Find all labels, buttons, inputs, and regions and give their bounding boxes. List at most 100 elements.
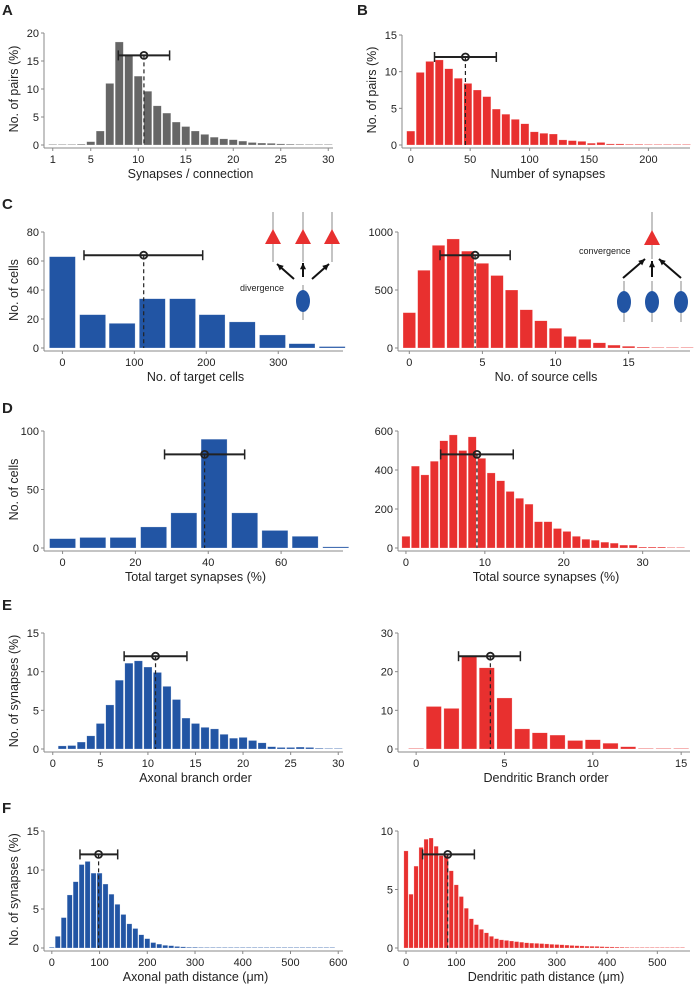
- x-axis-label: Axonal branch order: [139, 771, 252, 785]
- interneuron-icon: [645, 291, 659, 313]
- bar: [510, 119, 520, 146]
- pyramidal-neuron-icon: [644, 230, 660, 245]
- chart-c2: 0 5 10 15 0 500 1000 No. of source cells converg…: [369, 212, 694, 384]
- y-tick-label: 400: [375, 465, 393, 477]
- x-tick-label: 400: [234, 957, 252, 969]
- y-tick-label: 20: [27, 28, 39, 40]
- bar: [133, 75, 143, 146]
- bar: [664, 947, 670, 949]
- bar: [446, 238, 460, 349]
- bar: [210, 947, 216, 949]
- bar: [209, 136, 219, 146]
- bar: [468, 918, 474, 949]
- bar: [288, 343, 316, 349]
- bar: [108, 893, 115, 949]
- bar: [600, 541, 610, 549]
- bar: [606, 143, 615, 146]
- bar: [263, 947, 270, 949]
- bar: [649, 947, 655, 949]
- y-tick-label: 60: [27, 256, 39, 268]
- bar: [413, 865, 419, 949]
- bar: [408, 748, 424, 750]
- bar: [486, 472, 496, 549]
- bar: [475, 263, 489, 349]
- bar: [295, 746, 305, 750]
- bar: [534, 320, 548, 349]
- bar: [548, 328, 563, 349]
- bar: [448, 870, 454, 949]
- chart-d1: 0 20 40 60 0 50 100 Total target synapses (%) No…: [7, 426, 349, 584]
- bar: [140, 526, 167, 549]
- bar: [534, 521, 543, 549]
- bar: [251, 947, 258, 949]
- x-tick-label: 5: [501, 758, 507, 770]
- x-tick-label: 0: [49, 957, 55, 969]
- x-tick-label: 100: [125, 357, 143, 369]
- x-tick-label: 0: [403, 957, 409, 969]
- bar: [78, 864, 85, 949]
- bar: [467, 436, 477, 549]
- bar: [672, 144, 682, 146]
- bar: [200, 134, 210, 146]
- mean-marker: [461, 52, 470, 62]
- bar: [539, 943, 545, 949]
- x-tick-label: 300: [548, 957, 566, 969]
- bar: [543, 521, 553, 549]
- bar: [569, 945, 575, 949]
- bar: [653, 144, 663, 146]
- bar: [267, 746, 276, 750]
- bar: [584, 739, 601, 750]
- bar: [596, 142, 606, 146]
- bar: [323, 947, 330, 949]
- bar: [169, 298, 196, 349]
- bar: [198, 947, 204, 949]
- bar: [578, 339, 592, 349]
- bar: [219, 138, 229, 146]
- bar: [76, 741, 86, 750]
- bar: [276, 747, 286, 750]
- bar: [156, 943, 163, 949]
- mean-marker: [200, 449, 210, 459]
- x-tick-label: 0: [403, 557, 409, 569]
- bar: [666, 547, 676, 549]
- x-axis-label: Total source synapses (%): [473, 570, 620, 584]
- bar: [559, 944, 565, 949]
- bar: [489, 936, 494, 949]
- bar: [491, 108, 501, 146]
- bar: [638, 546, 647, 549]
- bar: [607, 344, 621, 349]
- bar: [181, 717, 191, 750]
- x-tick-label: 10: [142, 758, 154, 770]
- bar: [311, 947, 318, 949]
- bar: [124, 55, 134, 146]
- bar: [530, 131, 539, 146]
- bar: [72, 881, 79, 949]
- bar: [324, 748, 334, 750]
- bar: [639, 947, 645, 949]
- bar: [515, 498, 524, 549]
- bar: [463, 907, 469, 949]
- bar: [318, 346, 346, 349]
- bar: [67, 144, 77, 146]
- y-tick-label: 0: [387, 543, 393, 555]
- bar: [615, 143, 625, 146]
- bar: [144, 938, 151, 949]
- arrowhead-icon: [322, 264, 329, 271]
- bar: [624, 947, 630, 949]
- x-tick-label: 10: [132, 154, 144, 166]
- bar: [222, 947, 228, 949]
- x-tick-label: 200: [138, 957, 156, 969]
- panel-letter-e: E: [2, 597, 13, 614]
- bar: [433, 845, 439, 949]
- y-axis-label: No. of pairs (%): [7, 46, 21, 133]
- bar: [96, 872, 103, 949]
- bar: [245, 947, 252, 949]
- y-tick-label: 0: [33, 140, 39, 152]
- bar: [496, 480, 505, 549]
- panel-letter-d: D: [2, 400, 13, 417]
- bar: [57, 745, 67, 750]
- bar: [564, 944, 570, 949]
- x-axis-label: No. of target cells: [147, 370, 244, 384]
- x-tick-label: 60: [275, 557, 287, 569]
